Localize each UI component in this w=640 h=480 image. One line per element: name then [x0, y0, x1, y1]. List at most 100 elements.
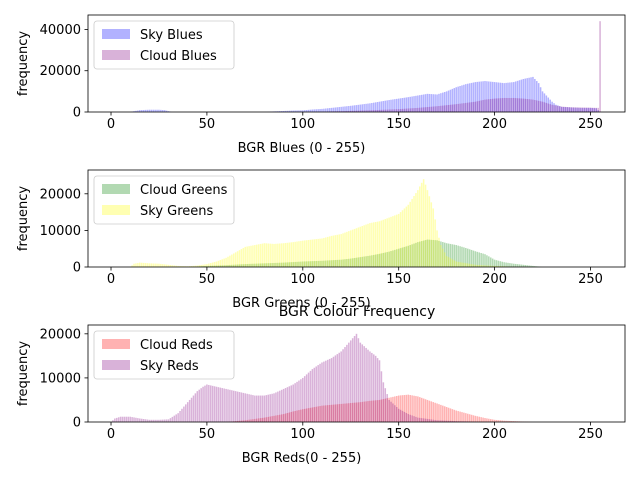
- histogram-bar: [273, 415, 275, 422]
- histogram-bar: [294, 383, 296, 422]
- histogram-bar: [536, 100, 538, 112]
- histogram-bar: [340, 111, 342, 112]
- histogram-bar: [495, 419, 498, 422]
- histogram-bar: [119, 416, 122, 422]
- histogram-bar: [280, 389, 283, 422]
- histogram-bar: [234, 252, 237, 267]
- histogram-bar: [300, 240, 302, 267]
- histogram-bar: [325, 108, 327, 112]
- histogram-bar: [213, 262, 216, 267]
- histogram-bar: [511, 263, 513, 267]
- histogram-bar: [219, 260, 222, 267]
- y-tick-label: 20000: [40, 327, 81, 342]
- histogram-bar: [470, 82, 473, 112]
- x-tick-label: 200: [482, 117, 507, 132]
- histogram-bar: [438, 420, 440, 422]
- histogram-bar: [403, 411, 406, 422]
- histogram-bar: [453, 88, 456, 112]
- histogram-bar: [315, 366, 317, 422]
- histogram-bar: [438, 404, 440, 422]
- histogram-bar: [231, 254, 233, 267]
- histogram-bar: [351, 110, 354, 112]
- x-tick-label: 150: [386, 117, 411, 132]
- histogram-bar: [430, 239, 433, 267]
- histogram-bar: [426, 190, 429, 267]
- histogram-bar: [236, 391, 239, 422]
- histogram-bar: [489, 265, 492, 267]
- histogram-bar: [215, 265, 218, 267]
- histogram-bar: [156, 109, 158, 112]
- histogram-bar: [328, 260, 331, 267]
- histogram-bar: [315, 239, 317, 267]
- histogram-bar: [378, 109, 381, 112]
- histogram-bar: [298, 110, 300, 112]
- histogram-bar: [154, 109, 156, 112]
- histogram-bar: [466, 248, 469, 267]
- histogram-bar: [372, 400, 375, 422]
- histogram-bar: [290, 262, 293, 267]
- histogram-bar: [480, 265, 482, 267]
- histogram-bar: [342, 403, 344, 422]
- histogram-bar: [526, 99, 528, 112]
- histogram-bar: [482, 417, 484, 422]
- histogram-bar: [447, 420, 450, 422]
- legend-swatch: [102, 184, 130, 194]
- histogram-bar: [349, 230, 352, 267]
- histogram-bar: [290, 110, 293, 112]
- histogram-bar: [419, 107, 421, 112]
- histogram-bar: [267, 263, 270, 267]
- x-tick-label: 150: [386, 427, 411, 442]
- histogram-bar: [403, 108, 406, 112]
- histogram-bar: [576, 107, 578, 112]
- histogram-bar: [384, 219, 387, 267]
- histogram-bar: [340, 106, 342, 112]
- histogram-bar: [265, 263, 268, 267]
- histogram-bar: [442, 105, 444, 112]
- histogram-bar: [353, 402, 356, 422]
- histogram-bar: [290, 411, 293, 422]
- histogram-bar: [474, 264, 477, 267]
- histogram-bar: [231, 390, 233, 422]
- histogram-bar: [334, 235, 337, 267]
- histogram-bar: [530, 265, 532, 267]
- histogram-bar: [440, 93, 442, 112]
- histogram-bar: [267, 394, 270, 422]
- histogram-bar: [309, 109, 312, 112]
- histogram-bar: [353, 228, 356, 267]
- histogram-bar: [470, 249, 473, 267]
- histogram-bar: [169, 418, 172, 422]
- histogram-bar: [394, 99, 396, 112]
- histogram-bar: [409, 414, 411, 422]
- histogram-bar: [419, 186, 421, 267]
- histogram-bar: [472, 250, 475, 267]
- histogram-bar: [202, 266, 204, 267]
- histogram-bar: [177, 265, 179, 267]
- histogram-bar: [286, 413, 289, 422]
- histogram-bar: [382, 252, 385, 267]
- histogram-bar: [476, 251, 479, 267]
- histogram-bar: [449, 420, 452, 422]
- histogram-bar: [509, 82, 511, 112]
- histogram-bar: [225, 388, 227, 422]
- x-tick-label: 100: [290, 117, 315, 132]
- histogram-bar: [344, 259, 346, 267]
- histogram-bar: [443, 242, 446, 267]
- histogram-bar: [411, 395, 413, 422]
- y-tick-label: 0: [73, 261, 81, 276]
- histogram-bar: [532, 265, 534, 267]
- histogram-bar: [349, 403, 352, 422]
- histogram-bar: [440, 245, 442, 267]
- histogram-bar: [271, 263, 273, 267]
- histogram-bar: [238, 392, 241, 422]
- histogram-bar: [413, 96, 415, 112]
- histogram-bar: [346, 403, 348, 422]
- histogram-bar: [146, 263, 149, 267]
- histogram-bar: [463, 84, 465, 112]
- histogram-bar: [150, 109, 153, 112]
- histogram-bar: [499, 82, 502, 112]
- histogram-bar: [321, 108, 323, 112]
- histogram-bar: [294, 241, 296, 267]
- histogram-bar: [240, 264, 243, 267]
- histogram-bar: [562, 106, 565, 112]
